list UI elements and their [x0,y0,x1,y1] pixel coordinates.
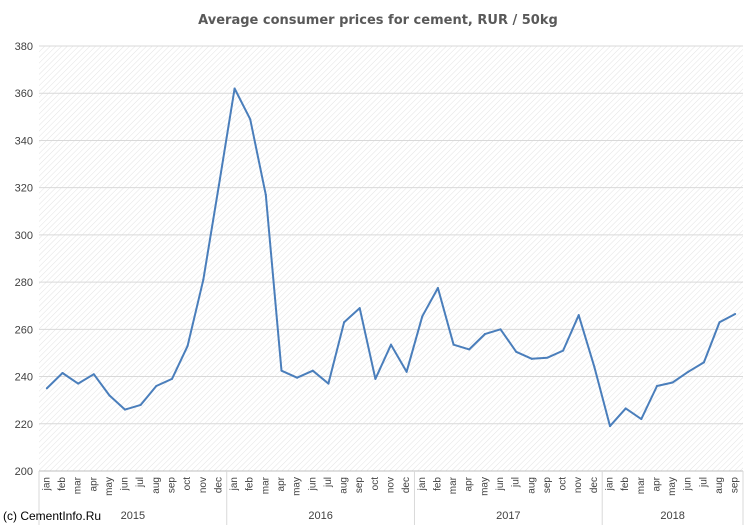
y-tick-label: 380 [15,41,33,53]
x-tick-label: feb [57,477,68,491]
x-tick-label: aug [714,477,725,494]
x-tick-label: aug [151,477,162,494]
x-tick-label: oct [558,477,569,491]
year-label: 2015 [121,510,145,522]
x-tick-label: jan [417,477,428,491]
x-tick-label: jan [229,477,240,491]
y-tick-label: 280 [15,277,33,289]
year-label: 2018 [660,510,684,522]
x-tick-label: sep [730,477,741,494]
year-label: 2017 [496,510,520,522]
x-tick-label: feb [245,477,256,491]
y-tick-label: 240 [15,372,33,384]
y-tick-label: 300 [15,230,33,242]
x-tick-label: sep [542,477,553,494]
credit-text: (c) CementInfo.Ru [3,509,101,523]
y-tick-label: 320 [15,183,33,195]
x-tick-label: feb [432,477,443,491]
x-tick-label: nov [198,477,209,493]
x-tick-label: may [104,477,115,496]
y-tick-label: 260 [15,324,33,336]
x-tick-label: jul [511,477,522,488]
x-tick-label: aug [339,477,350,494]
x-tick-label: apr [651,476,662,491]
year-label: 2016 [308,510,332,522]
x-tick-label: aug [526,477,537,494]
x-tick-label: dec [589,477,600,493]
x-tick-label: jul [323,477,334,488]
x-tick-label: sep [166,477,177,494]
x-tick-label: oct [370,477,381,491]
x-tick-label: dec [401,477,412,493]
x-tick-label: mar [73,476,84,494]
y-tick-label: 360 [15,88,33,100]
chart-title: Average consumer prices for cement, RUR … [198,13,558,28]
x-tick-label: jun [120,477,131,491]
x-tick-label: apr [464,476,475,491]
x-tick-label: jan [41,477,52,491]
y-axis: 200 220 240 260 280 300 320 340 360 380 [15,41,33,478]
year-axis: 2015 2016 2017 2018 [38,471,744,525]
x-tick-label: apr [88,476,99,491]
x-tick-label: may [667,477,678,496]
x-tick-label: nov [573,477,584,493]
x-tick-label: jun [307,477,318,491]
x-tick-label: mar [448,476,459,494]
x-tick-label: jul [698,477,709,488]
x-tick-label: nov [386,477,397,493]
y-tick-label: 200 [15,466,33,478]
x-axis: jan feb mar apr may jun jul aug sep oct nov dec jan f… [41,476,740,496]
x-tick-label: feb [620,477,631,491]
gridlines [39,45,743,472]
x-tick-label: dec [213,477,224,493]
x-tick-label: jul [135,477,146,488]
x-tick-label: may [292,477,303,496]
y-tick-label: 220 [15,419,33,431]
x-tick-label: jun [683,477,694,491]
x-tick-label: may [479,477,490,496]
x-tick-label: oct [182,477,193,491]
y-tick-label: 340 [15,135,33,147]
x-tick-label: mar [636,476,647,494]
series-line [46,87,736,428]
x-tick-label: apr [276,476,287,491]
x-tick-label: jan [605,477,616,491]
x-tick-label: mar [260,476,271,494]
x-tick-label: jun [495,477,506,491]
x-tick-label: sep [354,477,365,494]
plot-area [39,46,743,471]
